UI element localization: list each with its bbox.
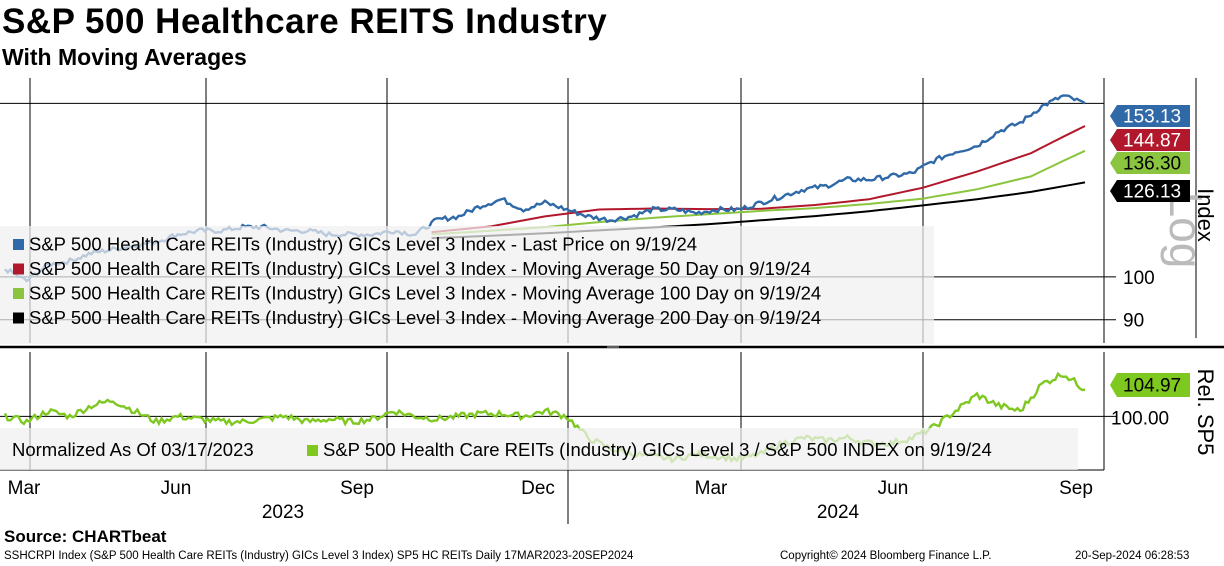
x-month-label: Mar xyxy=(8,478,41,499)
last-value-label: 136.30 xyxy=(1123,154,1181,175)
last-value-badge xyxy=(1110,105,1190,127)
series-line-moving-average-100-day xyxy=(431,149,1086,236)
x-month-label: Sep xyxy=(1059,478,1093,499)
chart-subtitle: With Moving Averages xyxy=(2,44,247,70)
x-month-label: Jun xyxy=(161,478,192,499)
copyright-note: Copyright© 2024 Bloomberg Finance L.P. xyxy=(780,550,992,562)
legend-entry: S&P 500 Health Care REITs (Industry) GIC… xyxy=(29,307,821,328)
last-value-badge xyxy=(1110,129,1190,151)
last-value-label: 104.97 xyxy=(1123,376,1181,397)
upper-y-tick-label: 100 xyxy=(1123,268,1155,289)
x-year-label: 2024 xyxy=(817,502,860,523)
legend-swatch xyxy=(307,445,318,456)
last-value-badge xyxy=(1110,152,1190,174)
legend-entry: S&P 500 Health Care REITs (Industry) GIC… xyxy=(29,234,697,255)
x-month-label: Sep xyxy=(340,478,374,499)
x-year-label: 2023 xyxy=(262,502,304,523)
lower-legend-prefix: Normalized As Of 03/17/2023 xyxy=(12,439,254,460)
legend-swatch xyxy=(13,312,24,324)
legend-swatch xyxy=(13,288,24,299)
log-scale-watermark: Log xyxy=(1160,192,1212,269)
last-value-label: 153.13 xyxy=(1123,107,1181,128)
last-value-label: 126.13 xyxy=(1123,182,1181,203)
chart-title: S&P 500 Healthcare REITS Industry xyxy=(2,2,608,41)
last-value-badge xyxy=(1110,373,1190,397)
upper-y-tick-label: 90 xyxy=(1123,311,1144,332)
legend-entry: S&P 500 Health Care REITs (Industry) GIC… xyxy=(323,439,992,460)
upper-y-axis-label: Index xyxy=(1193,188,1218,242)
lower-y-tick-label: 100.00 xyxy=(1111,408,1169,429)
timestamp: 20-Sep-2024 06:28:53 xyxy=(1075,550,1190,562)
legend-swatch xyxy=(13,239,24,250)
legend-swatch xyxy=(13,263,24,275)
lower-legend-box xyxy=(0,428,1078,470)
upper-legend-box xyxy=(0,226,934,344)
x-month-label: Dec xyxy=(521,478,555,499)
source-note: Source: CHARTbeat xyxy=(4,527,167,546)
last-value-label: 144.87 xyxy=(1123,131,1181,152)
lower-y-axis-label: Rel. SP5 xyxy=(1193,369,1218,456)
ticker-description: SSHCRPI Index (S&P 500 Health Care REITs… xyxy=(4,550,634,562)
x-month-label: Mar xyxy=(695,478,728,499)
x-month-label: Jun xyxy=(878,478,909,499)
series-line-moving-average-50-day xyxy=(431,125,1086,234)
legend-entry: S&P 500 Health Care REITs (Industry) GIC… xyxy=(29,258,811,279)
last-value-badge xyxy=(1110,180,1190,202)
legend-entry: S&P 500 Health Care REITs (Industry) GIC… xyxy=(29,283,821,304)
